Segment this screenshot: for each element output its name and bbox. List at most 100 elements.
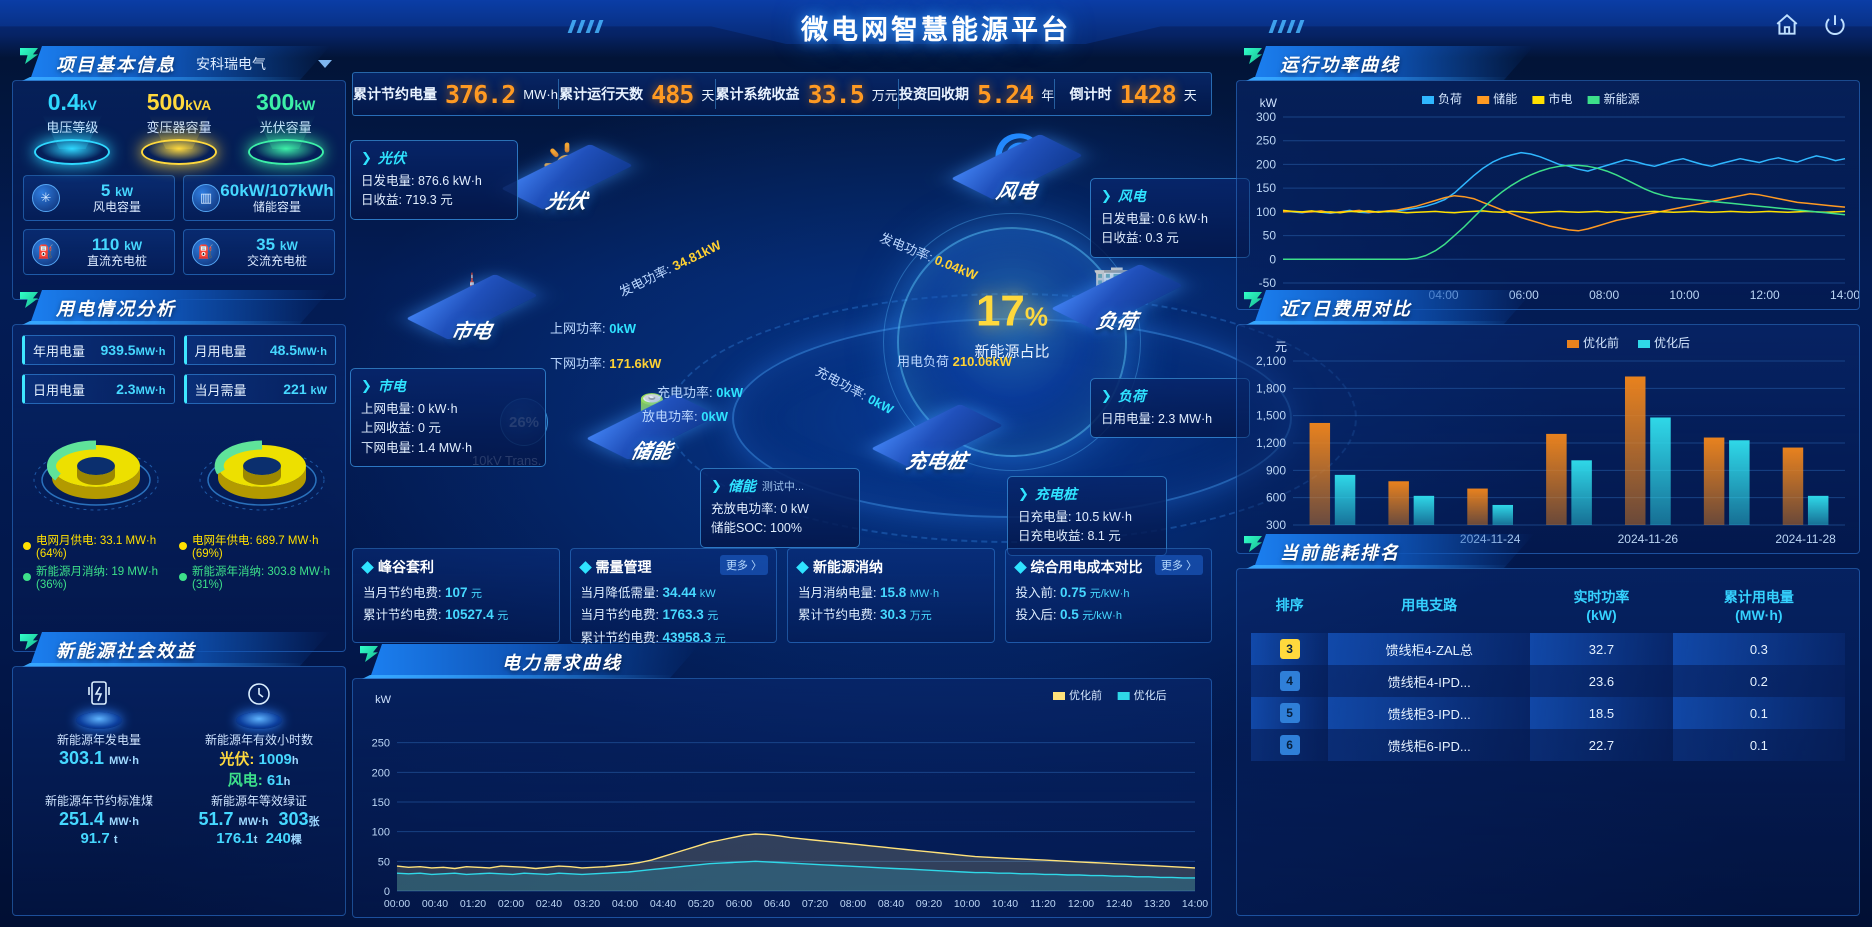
- percent-caption: 新能源占比: [974, 343, 1050, 361]
- node-wind[interactable]: 🌀 风电: [950, 133, 1084, 203]
- halo-unit: kV: [79, 97, 97, 113]
- card-value: 30.3: [879, 607, 907, 623]
- svg-text:0: 0: [384, 886, 390, 898]
- svg-text:100: 100: [372, 827, 390, 839]
- arrow-icon: ❯: [1101, 388, 1112, 403]
- infobox-title: 风电: [1117, 188, 1146, 204]
- card-unit: 元/kW·h: [1082, 610, 1122, 623]
- col-branch: 用电支路: [1401, 597, 1458, 613]
- card-label: 当月消纳电量:: [798, 586, 877, 600]
- benefit-unit3: t: [253, 834, 258, 846]
- table-row[interactable]: 4 馈线柜4-IPD... 23.6 0.2: [1251, 665, 1845, 697]
- infobox-line: 上网电量: 0 kW·h: [361, 402, 458, 416]
- cell-rank: 3: [1251, 633, 1329, 665]
- svg-text:02:00: 02:00: [498, 898, 524, 910]
- card-value: 10527.4: [444, 607, 494, 623]
- svg-text:06:40: 06:40: [764, 898, 790, 910]
- mini-label: 交流充电桩: [246, 253, 307, 268]
- cell-energy: 0.1: [1672, 729, 1845, 761]
- svg-text:08:40: 08:40: [878, 898, 904, 910]
- kpi-unit: MW·h: [523, 86, 558, 102]
- flow-label: 用电负荷: [897, 354, 950, 369]
- svg-text:100: 100: [1256, 205, 1276, 219]
- cell-power: 22.7: [1530, 729, 1673, 761]
- svg-text:10:00: 10:00: [954, 898, 980, 910]
- infobox-line: 日用电量: 2.3 MW·h: [1101, 412, 1213, 426]
- panel-body: 新能源年发电量 303.1 MW·h 新能源年有效小时数 光伏: 1009h 风…: [12, 666, 346, 916]
- halo-transformer: 500kVA 变压器容量: [131, 91, 227, 165]
- panel-title: 新能源社会效益: [56, 641, 196, 661]
- svg-text:900: 900: [1266, 463, 1286, 477]
- halo-value: 300: [255, 89, 295, 115]
- charger-icon: ⛽: [32, 238, 60, 266]
- benefit-value2: 91.7: [80, 830, 110, 847]
- card-value: 34.44: [662, 585, 697, 600]
- panel-body: kW-5005010015020025030000:0002:0004:0006…: [1236, 80, 1860, 310]
- arrow-icon: ❯: [361, 150, 372, 165]
- svg-text:06:00: 06:00: [726, 898, 752, 910]
- flow-unit: kW: [641, 356, 662, 371]
- kpi-unit: 年: [1041, 87, 1055, 103]
- kpi-value: 33.5: [807, 79, 865, 109]
- col-power: 实时功率 (kW): [1573, 589, 1630, 623]
- kv-day-usage: 日用电量 2.3MW·h: [22, 374, 175, 404]
- panel-title: 电力需求曲线: [502, 653, 622, 673]
- svg-text:优化后: 优化后: [1654, 336, 1690, 350]
- cell-energy: 0.3: [1672, 633, 1845, 665]
- home-icon[interactable]: [1774, 12, 1800, 38]
- mini-label: 风电容量: [92, 199, 141, 214]
- benefit-wind-value: 61: [266, 772, 284, 789]
- kv-label: 月用电量: [194, 343, 247, 359]
- infobox-line: 日充电收益: 8.1 元: [1018, 529, 1121, 544]
- benefit-value: 303.1: [59, 748, 105, 768]
- mini-label: 储能容量: [252, 199, 301, 214]
- panel-body: 年用电量 939.5MW·h 月用电量 48.5MW·h 日用电量 2.3MW·h 当…: [12, 324, 346, 652]
- flow-value: 210.06: [952, 354, 993, 369]
- table-row[interactable]: 3 馈线柜4-ZAL总 32.7 0.3: [1251, 633, 1845, 665]
- infobox-line: 上网收益: 0 元: [361, 421, 441, 436]
- node-storage[interactable]: 🔋 储能: [585, 393, 719, 463]
- benefit-pv-unit: h: [291, 755, 299, 767]
- table-row[interactable]: 5 馈线柜3-IPD... 18.5 0.1: [1251, 697, 1845, 729]
- kv-unit: kW: [310, 385, 328, 397]
- more-button[interactable]: 更多 〉: [1154, 555, 1203, 575]
- card-unit: 元: [707, 610, 719, 623]
- col-energy: 累计用电量 (MW·h): [1723, 589, 1794, 623]
- bullet-icon: [361, 560, 374, 574]
- infobox-line: 充放电功率: 0 kW: [711, 502, 809, 516]
- panel-title: 近7日费用对比: [1280, 299, 1413, 319]
- halo-unit: kVA: [185, 97, 212, 113]
- node-charger[interactable]: 🚗 充电桩: [870, 403, 1004, 473]
- kv-value: 939.5: [100, 342, 136, 358]
- project-selector-value: 安科瑞电气: [196, 56, 266, 72]
- mini-value: 5: [100, 181, 111, 201]
- arrow-icon: ❯: [1018, 486, 1029, 501]
- node-grid[interactable]: 🗼 市电: [405, 273, 539, 343]
- kpi-strip: 累计节约电量 376.2 MW·h 累计运行天数 485 天 累计系统收益 33…: [352, 72, 1212, 116]
- svg-text:13:20: 13:20: [1144, 898, 1170, 910]
- more-button[interactable]: 更多 〉: [719, 555, 768, 575]
- node-pv[interactable]: 🔆 光伏: [500, 143, 634, 213]
- benefit-annual-generation: 新能源年发电量 303.1 MW·h: [21, 679, 177, 790]
- power-icon[interactable]: [1822, 12, 1848, 38]
- svg-text:150: 150: [1256, 181, 1276, 195]
- benefit-label: 新能源年有效小时数: [204, 733, 313, 747]
- card-label: 当月节约电费:: [580, 608, 659, 623]
- flow-value: 0: [609, 321, 617, 336]
- card-renewable-consumption: 新能源消纳 当月消纳电量: 15.8 MW·h 累计节约电费: 30.3 万元: [787, 548, 995, 643]
- node-load[interactable]: 🏢 负荷: [1050, 263, 1184, 333]
- svg-text:新能源: 新能源: [1604, 91, 1640, 106]
- table-row[interactable]: 6 馈线柜6-IPD... 22.7 0.1: [1251, 729, 1845, 761]
- kpi-label: 倒计时: [1069, 86, 1112, 102]
- cell-rank: 5: [1251, 697, 1329, 729]
- flow-storage-discharge: 放电功率: 0kW: [642, 406, 728, 425]
- card-value: 0.5: [1059, 607, 1079, 623]
- charger-icon: ⛽: [192, 238, 220, 266]
- project-selector[interactable]: 安科瑞电气: [190, 52, 338, 76]
- energy-flow-diagram: 17% 新能源占比 🔆 光伏 🌀 风电 🗼 市电 🏢 负荷 🔋: [350, 118, 1357, 556]
- capacity-halos: 0.4kV 电压等级 500kVA 变压器容量 300kW 光伏容量: [13, 81, 345, 165]
- svg-text:12:40: 12:40: [1106, 898, 1132, 910]
- card-unit: 元: [714, 632, 726, 645]
- svg-text:市电: 市电: [1548, 91, 1572, 106]
- card-title: 新能源消纳: [813, 559, 883, 575]
